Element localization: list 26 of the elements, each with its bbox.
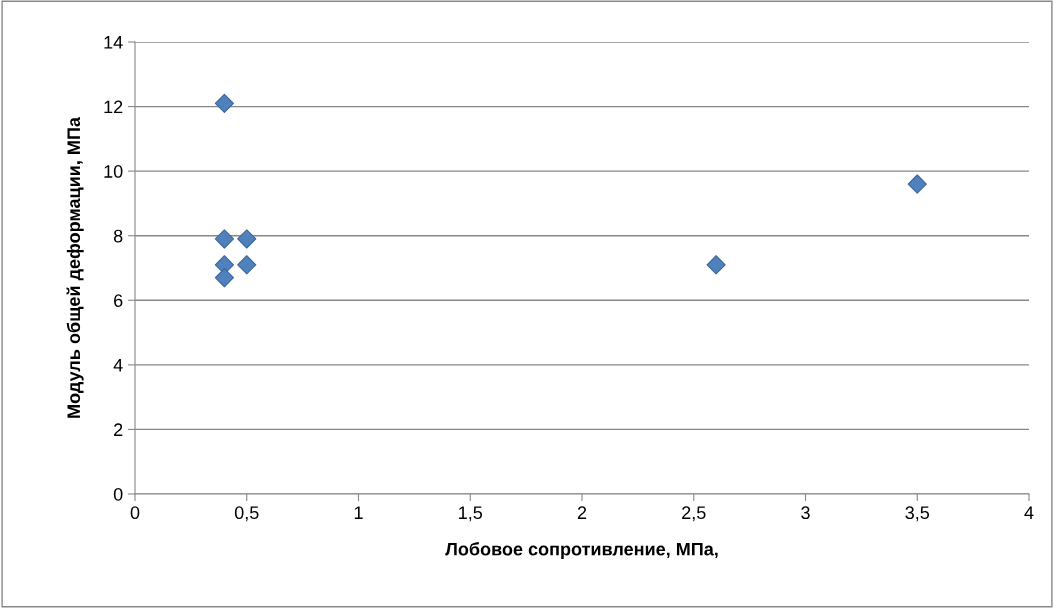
x-tick-label: 3,5: [905, 506, 930, 522]
y-tick-label: 2: [114, 423, 123, 436]
point: [237, 229, 257, 249]
y-axis-title: Модуль общей деформации, МПа: [66, 116, 84, 418]
x-tick-label: 1: [354, 506, 363, 519]
y-tick-label: 10: [104, 165, 123, 178]
x-tick-label: 3: [801, 506, 810, 520]
x-tick-label: 2,5: [682, 506, 706, 522]
x-axis-title: Лобовое сопротивление, МПа,: [445, 542, 718, 560]
x-tick-label: 0,5: [234, 506, 259, 522]
point: [214, 93, 235, 113]
x-tick-label: 2: [577, 506, 587, 519]
point: [237, 255, 257, 275]
y-tick-label: 6: [114, 294, 123, 308]
y-tick-label: 4: [113, 358, 123, 372]
point: [214, 268, 235, 288]
y-tick-label: 12: [104, 100, 123, 114]
y-tick-label: 8: [113, 229, 123, 243]
point: [907, 174, 927, 194]
x-tick-label: 0: [130, 506, 140, 520]
x-tick-label: 1,5: [459, 506, 483, 522]
point: [214, 229, 235, 249]
x-tick-label: 4: [1024, 506, 1034, 519]
point: [706, 255, 726, 275]
y-tick-label: 14: [104, 36, 123, 49]
y-tick-label: 0: [113, 487, 123, 501]
